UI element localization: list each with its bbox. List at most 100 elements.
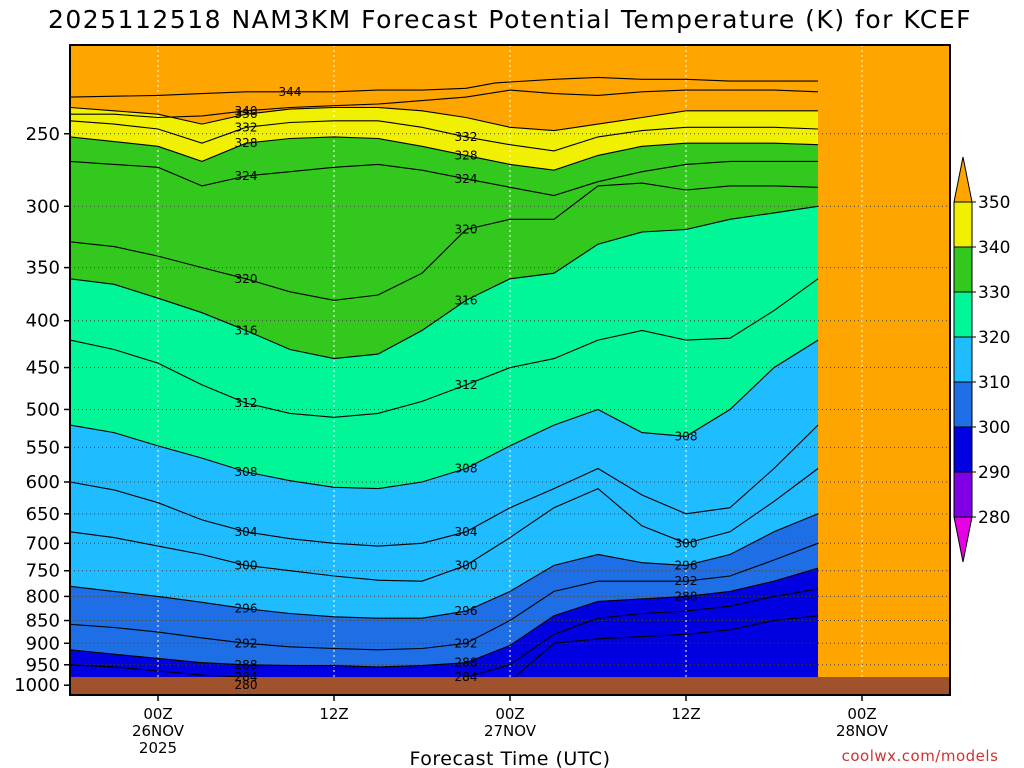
colorbar-band-290 [953,381,973,428]
contour-288 [70,567,819,668]
x-tick-label: 28NOV [836,722,889,740]
contour-324 [70,160,818,197]
contour-label-344: 344 [279,85,302,99]
contour-label-300: 300 [235,558,258,572]
colorbar-label: 300 [978,418,1010,438]
colorbar-label: 330 [978,283,1010,303]
x-tick-label: 00Z [847,705,876,723]
contour-label-324: 324 [235,169,258,183]
contour-label-328: 328 [455,148,478,162]
credit-text: coolwx.com/models [842,747,999,765]
colorbar-label: 290 [978,463,1010,483]
y-tick-label: 1000 [14,675,60,696]
y-tick-label: 700 [26,533,60,554]
band-280 [70,615,818,695]
contour-label-288: 288 [455,656,478,670]
contour-label-316: 316 [235,324,258,338]
colorbar-label: 280 [978,508,1010,528]
contour-304 [70,424,819,547]
contour-332 [70,120,819,152]
y-tick-label: 550 [26,437,60,458]
contour-292 [70,542,819,651]
plot-area [70,45,950,695]
colorbar-top-arrow [953,156,973,203]
contour-label-320: 320 [235,272,258,286]
contour-label-312: 312 [455,378,478,392]
x-axis-label: Forecast Time (UTC) [410,748,611,768]
colorbar-band-300 [953,336,973,383]
contour-label-300: 300 [455,558,478,572]
contour-308 [70,339,819,490]
ground-bar [70,677,950,695]
contour-328 [70,136,819,171]
y-tick-label: 900 [26,633,60,654]
y-tick-label: 800 [26,586,60,607]
contour-label-288: 288 [675,589,698,603]
colorbar-band-270 [953,471,973,518]
y-tick-label: 850 [26,611,60,632]
contour-296 [70,513,819,619]
contour-300 [70,468,819,582]
y-axis: 2503003504004505005506006507007508008509… [14,124,70,696]
contour-labels: 3443403363323323283283243243203203163163… [235,85,698,692]
contour-label-300: 300 [675,536,698,550]
contour-label-332: 332 [455,130,478,144]
x-tick-label: 26NOV [132,722,185,740]
contour-label-320: 320 [455,222,478,236]
contour-label-288: 288 [235,658,258,672]
contour-label-308: 308 [235,465,258,479]
x-tick-label: 27NOV [484,722,537,740]
colorbar-label: 340 [978,238,1010,258]
contour-label-292: 292 [235,636,258,650]
chart-title: 2025112518 NAM3KM Forecast Potential Tem… [48,5,972,34]
x-tick-label: 12Z [671,705,700,723]
y-tick-label: 400 [26,311,60,332]
x-tick-label: 2025 [139,739,177,757]
contour-312 [70,278,819,418]
colorbar-label: 320 [978,328,1010,348]
colorbar-bottom-arrow [953,516,973,563]
contour-label-304: 304 [455,525,478,539]
contour-336 [70,106,818,132]
temperature-bands [70,77,818,695]
contour-340 [70,89,819,119]
contour-label-280: 280 [235,678,258,692]
colorbar-band-330 [953,201,973,248]
contour-320 [70,182,819,301]
contour-label-296: 296 [235,602,258,616]
colorbar-band-310 [953,291,973,338]
contour-label-332: 332 [235,120,258,134]
contour-label-312: 312 [235,396,258,410]
y-tick-label: 650 [26,504,60,525]
contour-label-284: 284 [455,670,478,684]
contour-label-336: 336 [235,107,258,121]
contour-344 [70,76,818,98]
colorbar-band-320 [953,246,973,293]
contour-label-308: 308 [675,429,698,443]
x-tick-label: 00Z [495,705,524,723]
contour-label-328: 328 [235,136,258,150]
colorbar-band-280 [953,426,973,473]
y-tick-label: 500 [26,399,60,420]
y-tick-label: 750 [26,561,60,582]
contour-label-316: 316 [455,293,478,307]
contour-label-296: 296 [455,604,478,618]
y-tick-label: 250 [26,124,60,145]
contour-label-296: 296 [675,558,698,572]
x-tick-label: 00Z [143,705,172,723]
contour-label-340: 340 [235,104,258,118]
y-tick-label: 450 [26,358,60,379]
colorbar-label: 310 [978,373,1010,393]
y-tick-label: 950 [26,655,60,676]
contour-316 [70,205,819,360]
contour-label-324: 324 [455,172,478,186]
contour-label-292: 292 [455,636,478,650]
colorbar: 350 340 330 320 310 300 290 280 [953,156,1010,563]
contour-label-308: 308 [455,462,478,476]
y-tick-label: 300 [26,196,60,217]
x-tick-label: 12Z [319,705,348,723]
y-tick-label: 600 [26,472,60,493]
contour-label-304: 304 [235,525,258,539]
